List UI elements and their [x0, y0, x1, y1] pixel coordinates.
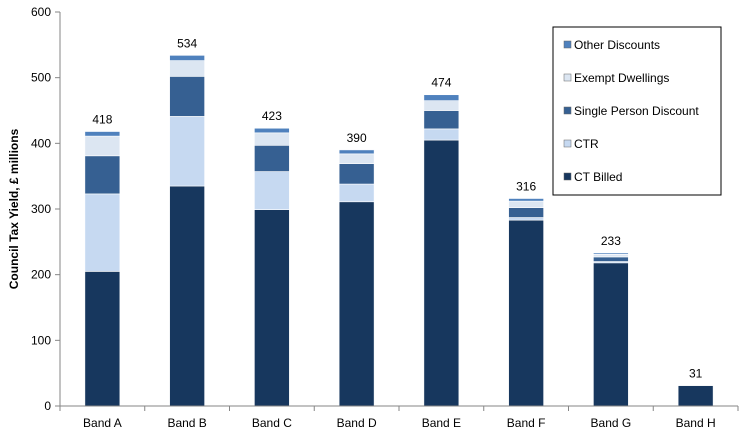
y-tick-label: 300 — [31, 202, 51, 216]
bar-segment — [593, 254, 629, 258]
y-tick-label: 200 — [31, 268, 51, 282]
bar-segment — [254, 171, 290, 210]
bar-segment — [338, 163, 375, 185]
bar-segment — [423, 139, 460, 407]
bar-segment — [593, 262, 629, 407]
bar-segment — [508, 207, 544, 218]
bar-segment — [338, 153, 375, 164]
bar-segment — [254, 132, 290, 146]
bar-segment — [338, 149, 375, 155]
legend-swatch — [563, 172, 572, 181]
bar-segment — [84, 135, 121, 157]
bar-segment — [508, 200, 544, 208]
bar-segment — [84, 193, 121, 272]
total-labels: 418 534 423 390 474 316 233 31 — [92, 36, 702, 380]
bar-segment — [84, 271, 121, 407]
bar-segment — [338, 201, 375, 407]
y-tick-label: 400 — [31, 136, 51, 150]
y-tick-label: 0 — [44, 399, 51, 413]
y-tick-label: 100 — [31, 333, 51, 347]
x-tick-label: Band D — [337, 416, 377, 430]
bar-segment — [169, 60, 205, 77]
bar-segment — [423, 94, 460, 101]
bar-segment — [338, 183, 375, 203]
x-tick-label: Band A — [83, 416, 122, 430]
legend-swatch — [563, 40, 572, 49]
bars-layer — [84, 55, 714, 407]
bar-segment — [423, 100, 460, 111]
bar-segment — [84, 131, 121, 137]
bar-segment — [169, 76, 205, 117]
bar-segment — [593, 256, 629, 262]
x-tick-label: Band F — [507, 416, 546, 430]
bar-segment — [593, 252, 629, 255]
bar-segment — [254, 145, 290, 172]
bar-total-label: 534 — [177, 36, 197, 50]
x-tick-label: Band B — [167, 416, 206, 430]
bar-total-label: 31 — [689, 367, 703, 381]
y-tick-label: 600 — [31, 5, 51, 19]
bar-segment — [169, 116, 205, 187]
legend-label: Exempt Dwellings — [574, 71, 669, 85]
y-ticks: 0 100 200 300 400 500 600 — [31, 5, 60, 413]
legend-box — [552, 26, 722, 196]
y-axis-title: Council Tax Yield, £ millions — [7, 128, 21, 289]
bar-segment — [254, 127, 290, 134]
legend-swatch — [563, 73, 572, 82]
bar-segment — [508, 217, 544, 221]
bar-total-label: 474 — [431, 76, 451, 90]
x-tick-label: Band H — [676, 416, 716, 430]
legend-swatch — [563, 139, 572, 148]
legend-label: CTR — [574, 137, 599, 151]
bar-segment — [423, 128, 460, 141]
bar-segment — [169, 55, 205, 61]
bar-segment — [84, 155, 121, 195]
legend-swatch — [563, 106, 572, 115]
bar-segment — [508, 219, 544, 407]
x-ticks: Band A Band B Band C Band D Band E Band F Band… — [59, 406, 739, 430]
x-tick-label: Band G — [591, 416, 632, 430]
bar-total-label: 316 — [516, 179, 536, 193]
bar-total-label: 390 — [347, 131, 367, 145]
bar-total-label: 233 — [601, 234, 621, 248]
legend-label: Single Person Discount — [574, 104, 699, 118]
bar-segment — [254, 209, 290, 407]
bar-segment — [677, 385, 714, 407]
bar-segment — [423, 110, 460, 130]
y-tick-label: 500 — [31, 71, 51, 85]
bar-segment — [169, 185, 205, 407]
legend: Other Discounts Exempt Dwellings Single Pe… — [552, 26, 722, 196]
bar-total-label: 423 — [262, 109, 282, 123]
legend-label: CT Billed — [574, 170, 622, 184]
legend-label: Other Discounts — [574, 38, 660, 52]
bar-segment — [508, 198, 544, 202]
x-tick-label: Band C — [252, 416, 292, 430]
bar-total-label: 418 — [92, 113, 112, 127]
x-tick-label: Band E — [422, 416, 461, 430]
